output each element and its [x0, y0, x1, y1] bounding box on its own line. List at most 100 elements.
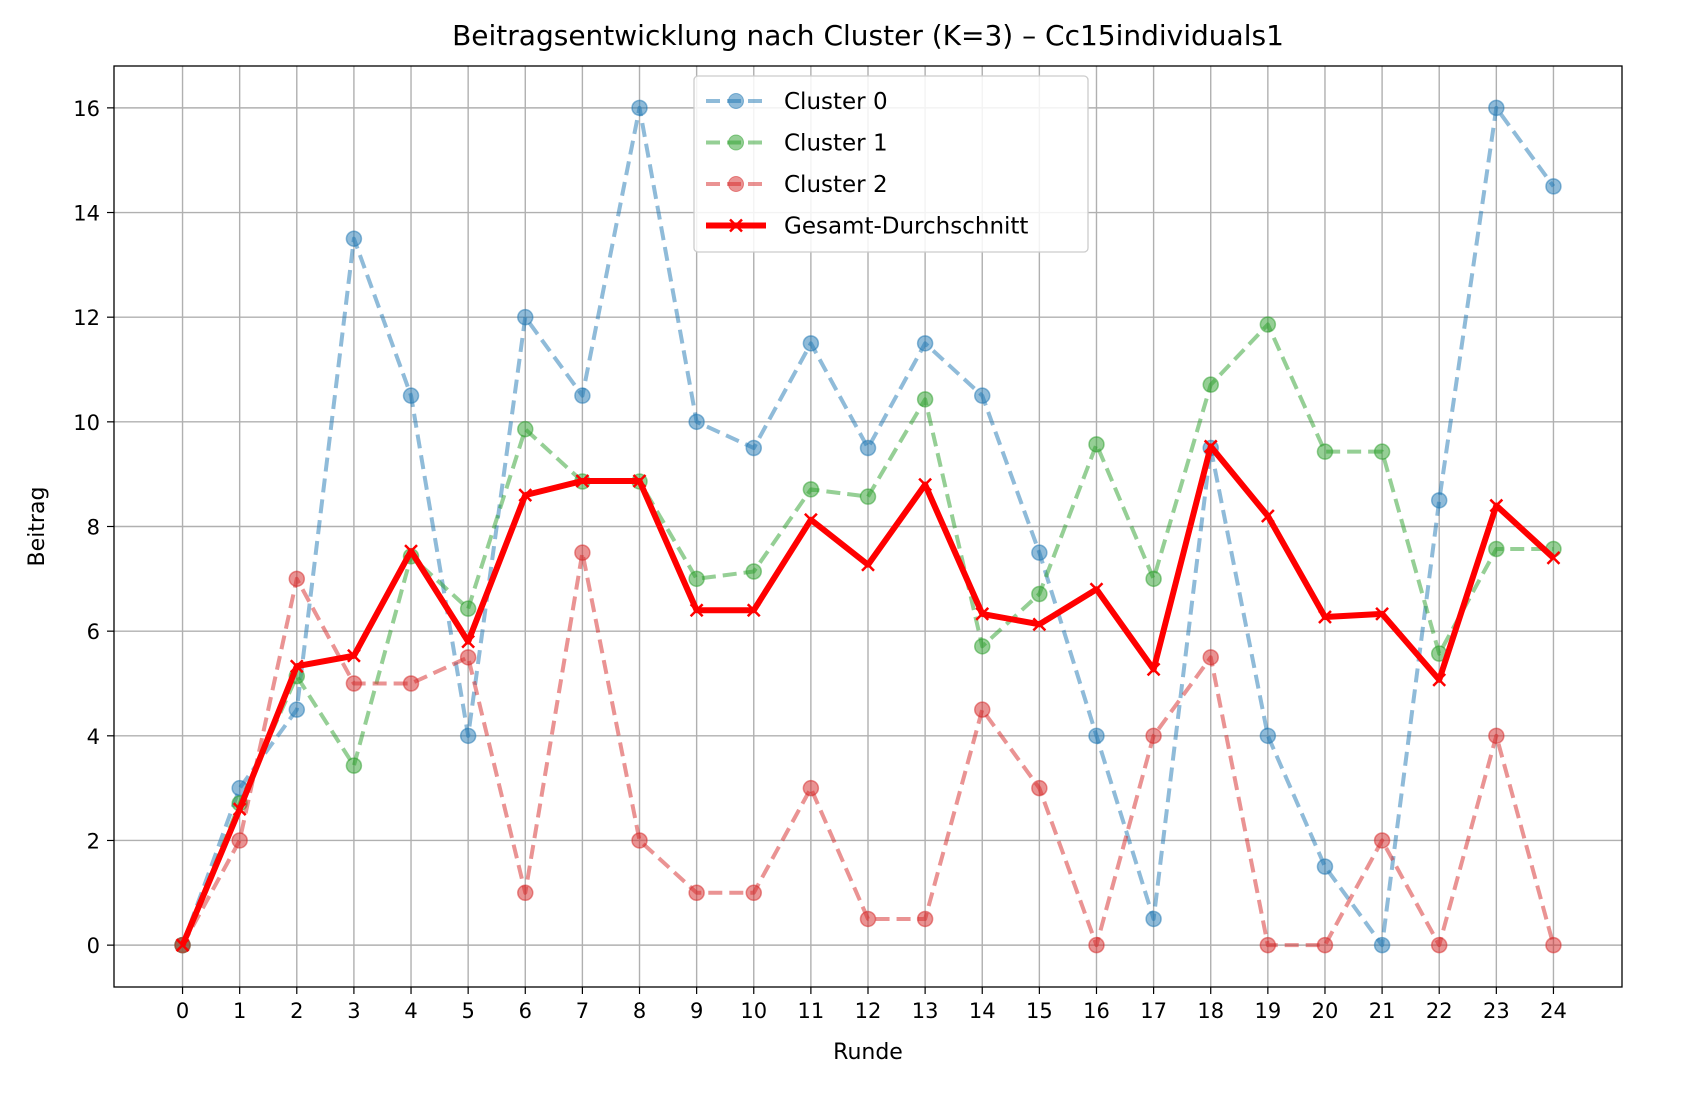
data-point: [688, 884, 705, 902]
data-point: [1488, 99, 1505, 117]
x-tick-label: 13: [912, 999, 939, 1023]
data-point: [1316, 443, 1334, 460]
legend-marker: [728, 93, 744, 109]
data-point: [459, 727, 477, 745]
data-point: [1145, 570, 1162, 588]
data-point: [859, 488, 877, 505]
y-tick-label: 14: [73, 202, 100, 226]
legend-item: Cluster 1: [706, 131, 888, 157]
x-tick-label: 20: [1312, 999, 1339, 1023]
data-point: [345, 230, 363, 247]
data-point: [746, 603, 761, 618]
data-point: [461, 634, 476, 649]
data-point: [1031, 544, 1048, 561]
data-point: [1088, 936, 1105, 954]
data-point: [916, 910, 934, 928]
data-point: [802, 335, 820, 352]
data-point: [1089, 582, 1104, 597]
data-point: [802, 481, 820, 498]
data-point: [231, 832, 248, 849]
data-point: [1488, 727, 1505, 745]
y-tick-label: 0: [87, 934, 100, 958]
data-point: [916, 391, 934, 408]
legend: Cluster 0 Cluster 1 Cluster 2 Gesamt-Durchs…: [693, 75, 1089, 253]
x-tick-label: 2: [290, 999, 303, 1023]
data-point: [1203, 439, 1218, 454]
data-point: [575, 474, 590, 488]
legend-box: [693, 75, 1089, 253]
y-axis-label: Beitrag: [25, 487, 50, 567]
legend-item: Gesamt-Durchschnitt: [706, 214, 1028, 240]
data-point: [1202, 649, 1219, 666]
x-tick-label: 0: [176, 999, 189, 1023]
legend-item: Cluster 0: [706, 89, 888, 115]
data-point: [688, 413, 705, 431]
data-point: [1318, 610, 1332, 624]
data-point: [861, 557, 875, 572]
data-point: [345, 757, 363, 774]
data-point: [802, 779, 820, 797]
data-point: [347, 648, 361, 663]
x-tick-label: 23: [1483, 999, 1510, 1023]
data-point: [288, 570, 306, 588]
data-point: [574, 544, 591, 561]
series-layer: [174, 99, 1562, 954]
plot-frame: [113, 65, 1623, 988]
x-tick-label: 6: [519, 999, 532, 1023]
legend-marker: [729, 218, 743, 233]
data-point: [1316, 858, 1334, 875]
data-point: [973, 387, 991, 404]
data-point: [345, 675, 363, 692]
y-tick-label: 10: [73, 411, 100, 435]
data-point: [745, 563, 763, 580]
legend-label: Cluster 2: [784, 172, 888, 198]
y-tick-label: 8: [87, 516, 100, 540]
x-tick-label: 15: [1026, 999, 1053, 1023]
data-point: [1145, 910, 1162, 928]
data-point: [289, 659, 304, 674]
x-tick-label: 9: [690, 999, 703, 1023]
data-point: [1488, 540, 1505, 558]
data-point: [517, 308, 534, 326]
data-point: [288, 701, 306, 718]
data-point: [745, 439, 763, 457]
data-point: [402, 387, 420, 404]
data-point: [745, 884, 763, 902]
data-point: [859, 439, 877, 457]
series-gesamt-durchschnitt: [175, 439, 1561, 953]
data-point: [1260, 509, 1275, 523]
data-point: [1489, 498, 1504, 513]
data-point: [1373, 832, 1391, 849]
x-tick-label: 11: [798, 999, 825, 1023]
legend-marker: [728, 176, 744, 192]
data-point: [1430, 492, 1448, 509]
legend-marker: [728, 134, 744, 151]
data-point: [1259, 936, 1277, 954]
x-tick-label: 24: [1540, 999, 1567, 1023]
data-point: [1546, 551, 1561, 565]
data-point: [803, 512, 818, 527]
y-tick-label: 6: [87, 620, 100, 644]
data-point: [916, 335, 934, 352]
legend-label: Gesamt-Durchschnitt: [784, 214, 1028, 240]
series-cluster-2: [174, 544, 1562, 954]
data-point: [1316, 936, 1334, 954]
data-point: [1545, 936, 1562, 954]
data-point: [1259, 727, 1277, 745]
data-point: [1432, 672, 1447, 687]
y-tick-label: 12: [73, 306, 100, 330]
data-point: [1146, 662, 1161, 677]
data-point: [402, 675, 420, 692]
data-point: [1145, 727, 1162, 745]
data-point: [1032, 617, 1047, 632]
data-point: [632, 474, 647, 488]
data-point: [517, 884, 534, 902]
data-point: [459, 649, 477, 666]
x-tick-label: 1: [233, 999, 246, 1023]
data-point: [975, 607, 990, 621]
chart-title: Beitragsentwicklung nach Cluster (K=3) –…: [452, 19, 1284, 52]
data-point: [1031, 779, 1048, 797]
data-point: [1430, 936, 1448, 954]
data-point: [518, 488, 533, 502]
